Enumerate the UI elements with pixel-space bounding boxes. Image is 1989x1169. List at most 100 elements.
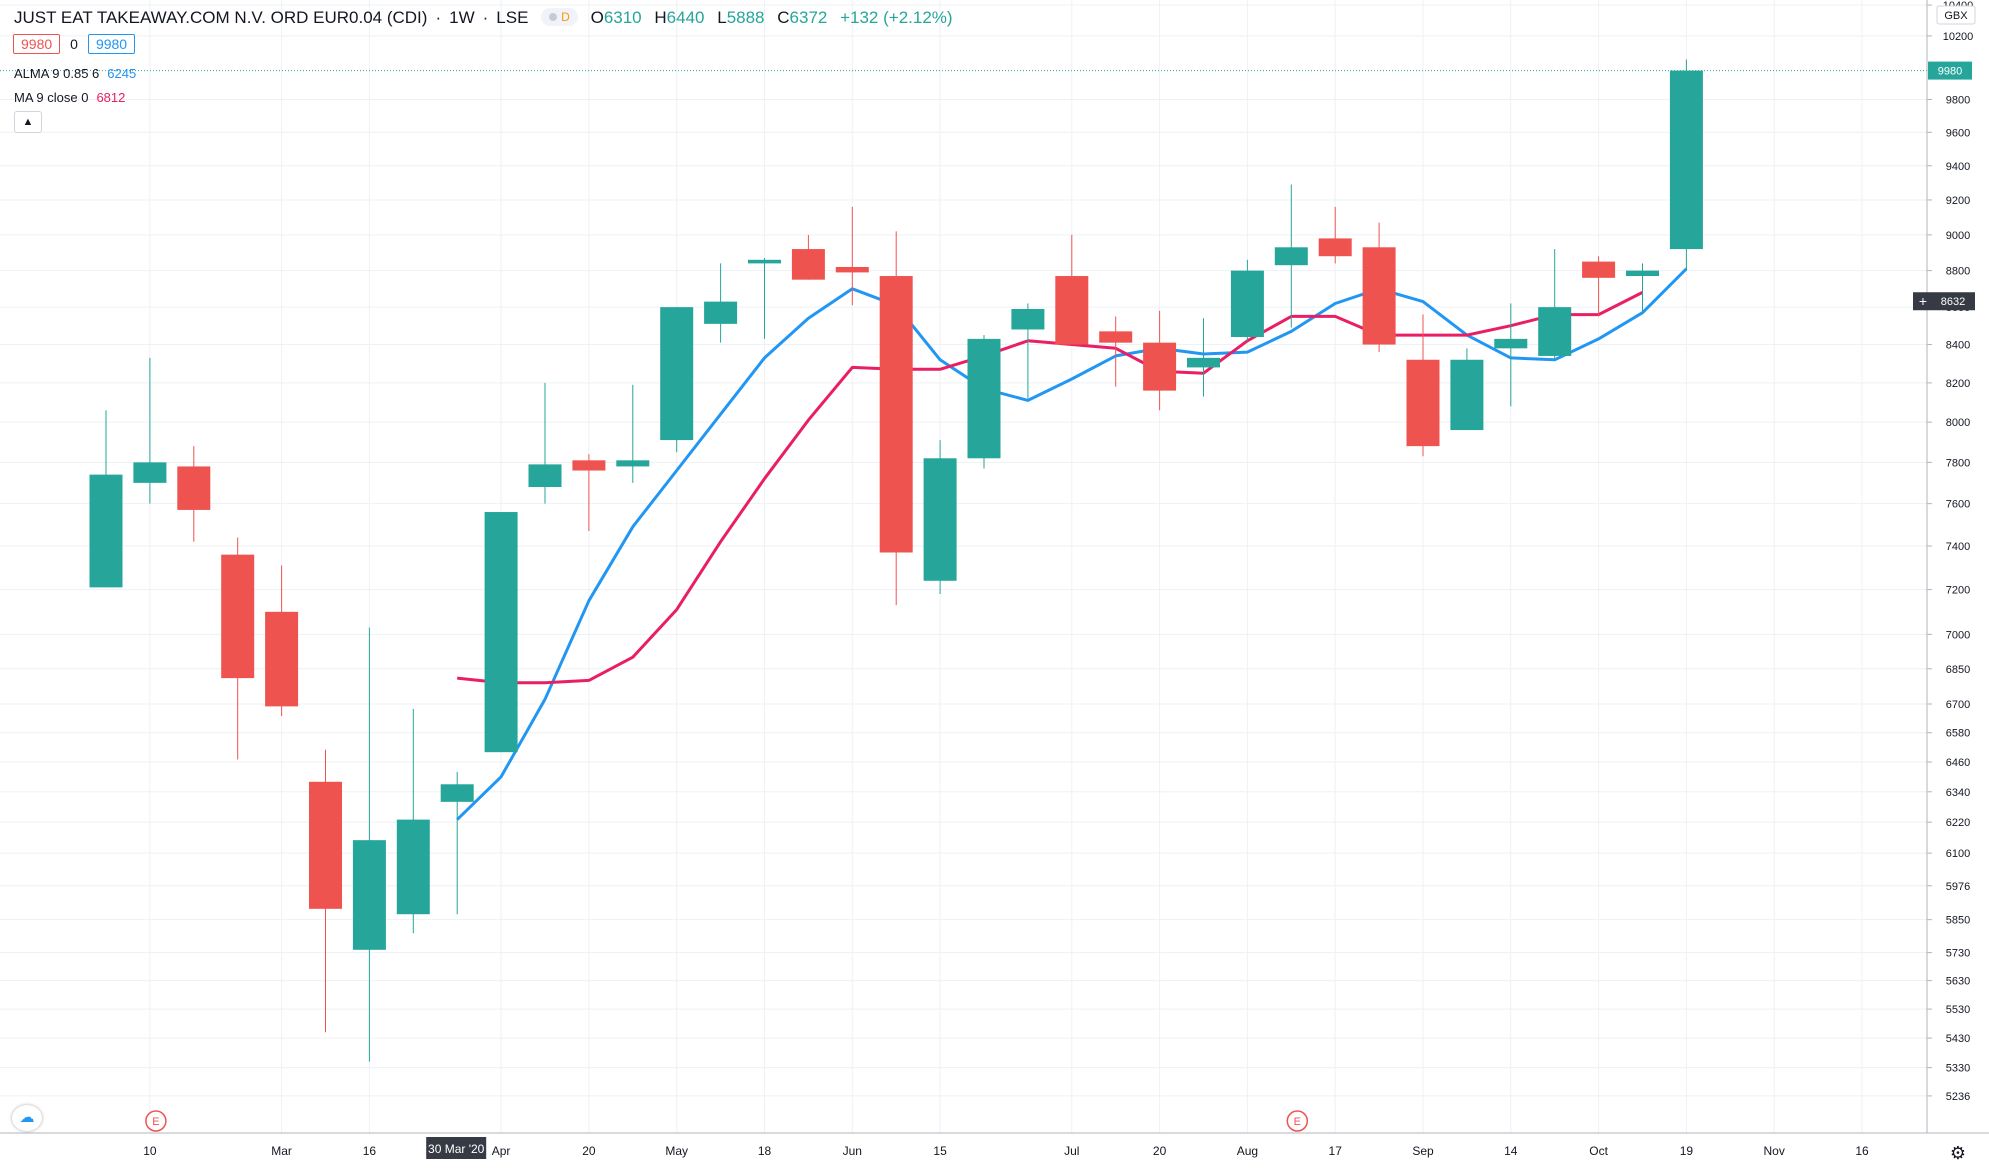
earnings-marker[interactable] (1286, 1110, 1309, 1132)
x-tick-label: Aug (1237, 1144, 1258, 1158)
candle-body (1187, 357, 1220, 368)
y-tick-label: 9400 (1946, 161, 1970, 173)
candle-body (923, 458, 957, 581)
close-label: C (777, 8, 790, 27)
earnings-marker[interactable] (145, 1110, 167, 1132)
symbol-header: JUST EAT TAKEAWAY.COM N.V. ORD EUR0.04 (… (14, 8, 953, 27)
low-value: 5888 (726, 8, 765, 27)
candle-body (967, 338, 1001, 459)
y-tick-label: 7200 (1946, 585, 1970, 597)
tradingview-logo-icon[interactable]: ☁ (12, 1105, 42, 1131)
x-tick-label: Oct (1589, 1144, 1608, 1158)
candle-body (1406, 359, 1440, 447)
earnings-marker-label: E (1294, 1116, 1301, 1128)
x-tick-label: 20 (582, 1144, 596, 1158)
y-tick-label: 8000 (1946, 417, 1970, 429)
y-tick-label: 8800 (1946, 266, 1970, 278)
candle-body (1055, 276, 1089, 345)
x-tick-label: 19 (1680, 1144, 1694, 1158)
y-tick-label: 5630 (1946, 976, 1970, 988)
interval-label[interactable]: 1W (449, 8, 475, 27)
x-tick-label: May (665, 1144, 688, 1158)
y-tick-label: 9000 (1946, 230, 1970, 242)
symbol-title[interactable]: JUST EAT TAKEAWAY.COM N.V. ORD EUR0.04 (… (14, 8, 428, 27)
x-tick-label: Sep (1412, 1144, 1434, 1158)
candle-body (1318, 238, 1352, 257)
candle-body (879, 276, 913, 553)
ma-value: 6812 (96, 90, 126, 105)
x-tick-label: Jun (843, 1144, 862, 1158)
candle-body (791, 249, 825, 280)
candle-body (835, 266, 869, 273)
y-tick-label: 7400 (1946, 541, 1970, 553)
y-tick-label: 6100 (1946, 848, 1970, 860)
candle-body (133, 462, 167, 483)
time-axis[interactable]: 10 Mar 16 Apr 20 May 18 Jun 15 Jul 20 Aug 17 Sep 14 Oct… (0, 1132, 1989, 1164)
crosshair-date-label: 30 Mar '20 (428, 1142, 485, 1156)
x-tick-label: 10 (143, 1144, 157, 1158)
candle-body (265, 611, 299, 707)
y-tick-label: 6340 (1946, 787, 1970, 799)
low-label: L (717, 8, 727, 27)
x-tick-label: 20 (1153, 1144, 1167, 1158)
x-tick-label: Apr (492, 1144, 511, 1158)
crosshair-plus-icon[interactable]: + (1919, 293, 1927, 309)
x-tick-label: 15 (933, 1144, 947, 1158)
candle-body (1626, 270, 1659, 277)
crosshair-price-label: 8632 (1941, 296, 1965, 308)
y-tick-label: 6850 (1946, 664, 1970, 676)
x-tick-label: Jul (1064, 1144, 1079, 1158)
alma-value: 6245 (107, 66, 137, 81)
currency-label: GBX (1944, 10, 1968, 22)
y-tick-label: 7000 (1946, 629, 1970, 641)
candle-body (1143, 342, 1177, 391)
y-tick-label: 6580 (1946, 728, 1970, 740)
currency-box[interactable] (1936, 5, 1976, 25)
candle-body (1494, 338, 1528, 349)
price-axis[interactable]: 1040010200980096009400920090008800860084… (1913, 0, 1976, 1133)
y-tick-label: 7600 (1946, 499, 1970, 511)
sell-button[interactable]: 9980 (13, 34, 61, 54)
candle-body (1450, 359, 1484, 431)
ma-legend[interactable]: MA 9 close 0 6812 (14, 90, 125, 105)
candle-body (748, 259, 781, 264)
x-tick-label: Nov (1764, 1144, 1785, 1158)
x-tick-label: 16 (363, 1144, 377, 1158)
buy-button[interactable]: 9980 (87, 34, 136, 54)
open-label: O (590, 8, 604, 27)
y-tick-label: 9200 (1946, 195, 1970, 207)
y-tick-label: 6460 (1946, 757, 1970, 769)
exchange-label: LSE (496, 8, 529, 27)
alma-legend[interactable]: ALMA 9 0.85 6 6245 (14, 66, 136, 81)
last-price-tag (1928, 61, 1972, 80)
crosshair-date-tag (426, 1137, 487, 1159)
candle-body (309, 781, 342, 909)
alma-line (456, 267, 1688, 821)
close-value: 6372 (789, 8, 828, 27)
candlestick-series (89, 59, 1703, 1062)
y-tick-label: 9800 (1946, 95, 1970, 107)
y-tick-label: 5976 (1946, 881, 1970, 893)
y-tick-label: 10200 (1943, 31, 1974, 43)
candle-body (1230, 270, 1264, 337)
spread-value: 0 (70, 36, 78, 52)
market-status-badge[interactable]: D (541, 8, 578, 26)
chevron-up-icon: ▲ (22, 116, 34, 128)
candle-body (1362, 247, 1396, 345)
collapse-legend-button[interactable]: ▲ (14, 111, 42, 133)
y-tick-label: 5530 (1946, 1004, 1970, 1016)
y-tick-label: 6220 (1946, 817, 1970, 829)
candle-body (484, 512, 518, 753)
gear-icon[interactable]: ⚙ (1950, 1143, 1966, 1164)
x-tick-label: Mar (271, 1144, 292, 1158)
y-tick-label: 5330 (1946, 1063, 1970, 1075)
candle-body (352, 840, 386, 950)
earnings-marker-label: E (152, 1116, 159, 1128)
high-value: 6440 (666, 8, 705, 27)
y-tick-label: 8200 (1946, 378, 1970, 390)
candle-body (89, 474, 123, 588)
candle-body (528, 464, 562, 487)
y-tick-label: 5236 (1946, 1091, 1970, 1103)
